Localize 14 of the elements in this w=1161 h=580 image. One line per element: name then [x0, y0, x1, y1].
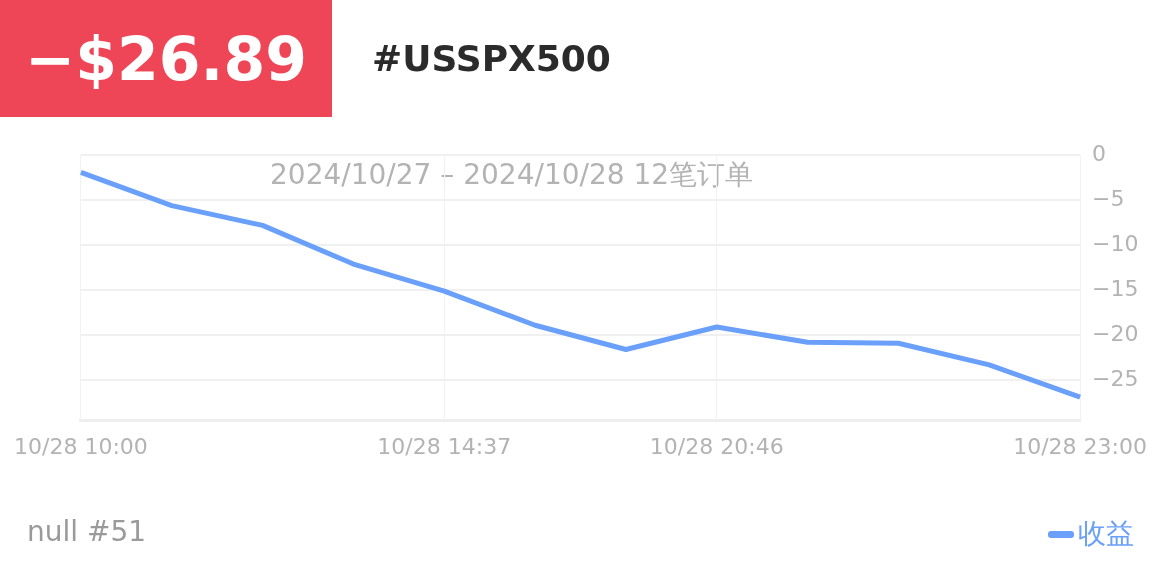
y-tick-label: −10: [1092, 230, 1139, 256]
x-tick-label: 10/28 10:00: [14, 433, 148, 459]
legend-label: 收益: [1078, 516, 1134, 552]
text: null #51: [27, 515, 147, 548]
y-tick-label: −20: [1092, 320, 1139, 346]
x-tick-label: 10/28 20:46: [649, 433, 784, 459]
x-tick-label: 10/28 23:00: [1013, 433, 1147, 459]
y-tick-label: −25: [1092, 365, 1139, 391]
x-tick-label: 10/28 14:37: [377, 433, 512, 459]
y-tick-label: 0: [1092, 140, 1107, 166]
text: −$26.89: [0, 0, 332, 117]
y-tick-label: −15: [1092, 275, 1139, 301]
chart-title: #USSPX500: [372, 38, 611, 79]
y-tick-label: −5: [1092, 185, 1125, 211]
